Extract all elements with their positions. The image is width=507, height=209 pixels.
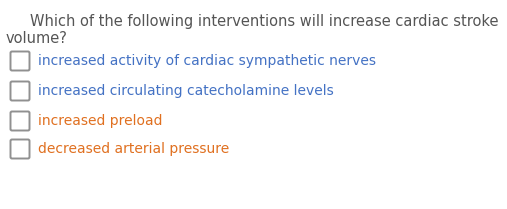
Text: volume?: volume?	[5, 31, 67, 46]
Text: increased circulating catecholamine levels: increased circulating catecholamine leve…	[38, 84, 334, 98]
Text: increased activity of cardiac sympathetic nerves: increased activity of cardiac sympatheti…	[38, 54, 376, 68]
FancyBboxPatch shape	[11, 139, 29, 158]
FancyBboxPatch shape	[11, 82, 29, 101]
Text: increased preload: increased preload	[38, 114, 163, 128]
Text: decreased arterial pressure: decreased arterial pressure	[38, 142, 229, 156]
FancyBboxPatch shape	[11, 51, 29, 70]
FancyBboxPatch shape	[11, 111, 29, 130]
Text: Which of the following interventions will increase cardiac stroke: Which of the following interventions wil…	[30, 14, 499, 29]
